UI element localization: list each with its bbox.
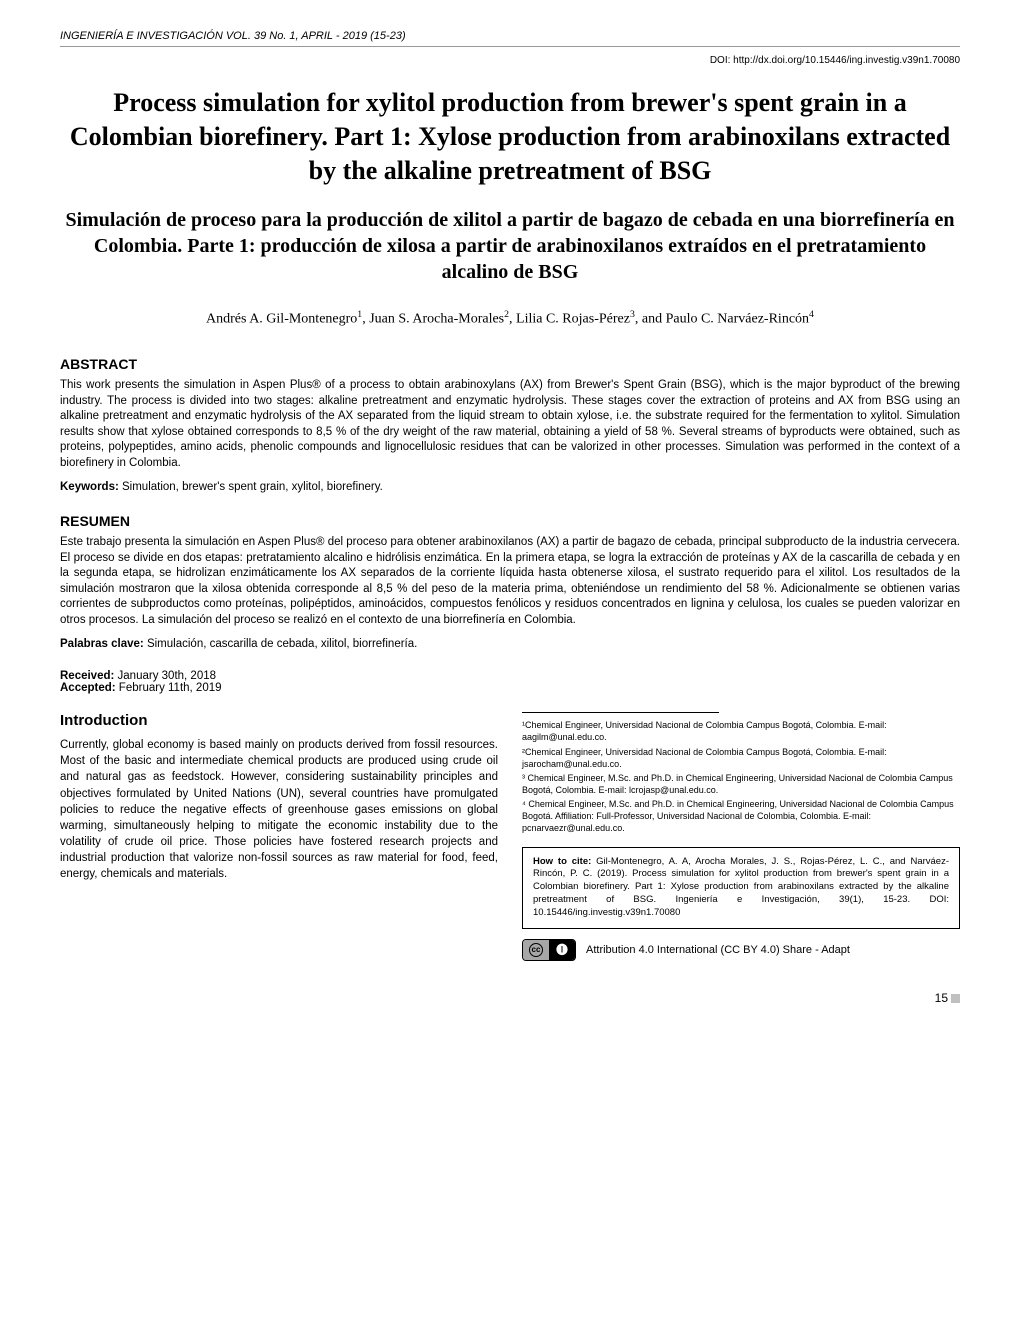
footnote-1: ¹Chemical Engineer, Universidad Nacional… bbox=[522, 719, 960, 743]
accepted-value: February 11th, 2019 bbox=[116, 682, 222, 694]
introduction-heading: Introduction bbox=[60, 712, 498, 729]
footnote-rule bbox=[522, 712, 719, 713]
keywords-value-en: Simulation, brewer's spent grain, xylito… bbox=[119, 481, 383, 493]
footnote-3: ³ Chemical Engineer, M.Sc. and Ph.D. in … bbox=[522, 772, 960, 796]
cc-badge-left: cc bbox=[523, 940, 549, 960]
resumen-text: Este trabajo presenta la simulación en A… bbox=[60, 535, 960, 628]
abstract-text: This work presents the simulation in Asp… bbox=[60, 378, 960, 471]
right-column: ¹Chemical Engineer, Universidad Nacional… bbox=[522, 712, 960, 960]
keywords-label-es: Palabras clave: bbox=[60, 638, 144, 650]
doi-text: DOI: http://dx.doi.org/10.15446/ing.inve… bbox=[60, 55, 960, 66]
accepted-label: Accepted: bbox=[60, 682, 116, 694]
keywords-es: Palabras clave: Simulación, cascarilla d… bbox=[60, 638, 960, 650]
title-english: Process simulation for xylitol productio… bbox=[60, 86, 960, 187]
cc-license-text: Attribution 4.0 International (CC BY 4.0… bbox=[586, 944, 850, 956]
received-label: Received: bbox=[60, 670, 114, 682]
page-number-square-icon bbox=[951, 994, 960, 1003]
received-value: January 30th, 2018 bbox=[114, 670, 216, 682]
footnote-4: ⁴ Chemical Engineer, M.Sc. and Ph.D. in … bbox=[522, 798, 960, 834]
introduction-text: Currently, global economy is based mainl… bbox=[60, 737, 498, 882]
keywords-value-es: Simulación, cascarilla de cebada, xilito… bbox=[144, 638, 418, 650]
journal-header: INGENIERÍA E INVESTIGACIÓN VOL. 39 No. 1… bbox=[60, 30, 960, 47]
how-to-cite-label: How to cite: bbox=[533, 856, 591, 867]
left-column: Introduction Currently, global economy i… bbox=[60, 712, 498, 960]
cc-badge-icon: cc 🅘 bbox=[522, 939, 576, 961]
cc-license-row: cc 🅘 Attribution 4.0 International (CC B… bbox=[522, 939, 960, 961]
title-spanish: Simulación de proceso para la producción… bbox=[60, 207, 960, 285]
two-column-layout: Introduction Currently, global economy i… bbox=[60, 712, 960, 960]
authors-line: Andrés A. Gil-Montenegro1, Juan S. Aroch… bbox=[60, 309, 960, 328]
cc-badge-right: 🅘 bbox=[549, 940, 575, 960]
page-number-value: 15 bbox=[935, 991, 948, 1005]
keywords-label-en: Keywords: bbox=[60, 481, 119, 493]
page-number: 15 bbox=[60, 991, 960, 1005]
abstract-heading: ABSTRACT bbox=[60, 356, 960, 372]
how-to-cite-box: How to cite: Gil-Montenegro, A. A, Aroch… bbox=[522, 847, 960, 929]
dates-block: Received: January 30th, 2018 Accepted: F… bbox=[60, 670, 960, 694]
footnote-2: ²Chemical Engineer, Universidad Nacional… bbox=[522, 746, 960, 770]
how-to-cite-text: Gil-Montenegro, A. A, Arocha Morales, J.… bbox=[533, 856, 949, 918]
keywords-en: Keywords: Simulation, brewer's spent gra… bbox=[60, 481, 960, 493]
resumen-heading: RESUMEN bbox=[60, 513, 960, 529]
